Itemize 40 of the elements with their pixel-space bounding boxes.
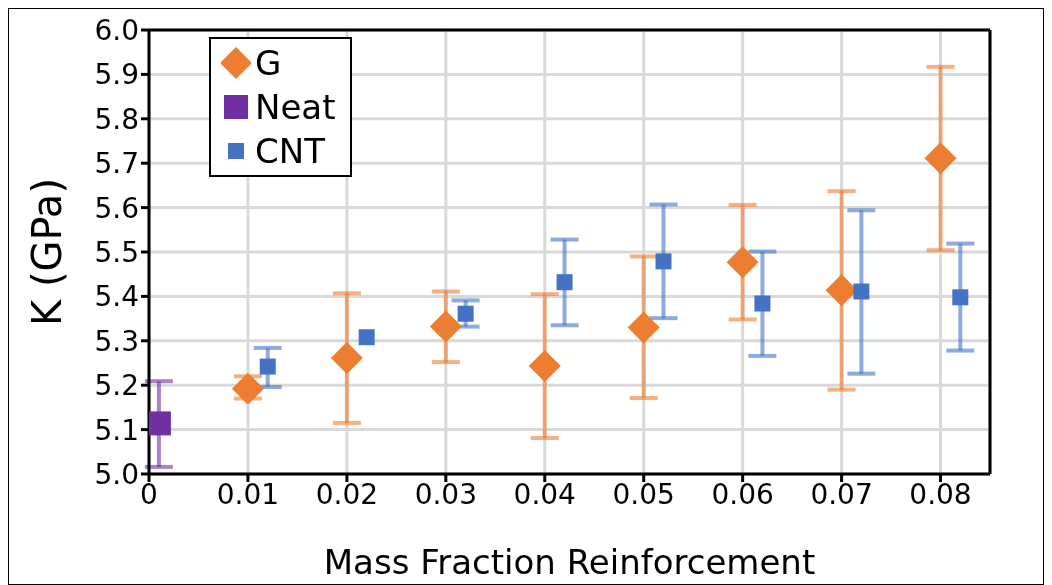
point [952,289,969,306]
y-tick-label: 5.4 [94,280,139,314]
point [528,350,561,383]
y-tick-label: 5.0 [94,457,139,491]
y-tick-label: 5.3 [94,324,139,358]
point [853,283,870,300]
point [457,305,474,322]
x-tick-label: 0.07 [810,477,873,511]
y-tick-label: 5.2 [94,369,139,403]
point [429,310,462,343]
x-tick-label: 0 [140,477,158,511]
y-tick-label: 5.7 [94,147,139,181]
x-tick-label: 0.08 [909,477,972,511]
point [655,253,672,270]
point [924,142,957,175]
point [754,295,771,312]
point [330,342,363,375]
x-tick-label: 0.03 [414,477,477,511]
y-tick-label: 6.0 [94,13,139,47]
x-tick-label: 0.05 [612,477,675,511]
legend-label: CNT [255,130,325,173]
y-axis-title: K (GPa) [24,178,71,326]
x-tick-label: 0.01 [216,477,280,511]
point [556,274,573,291]
x-tick-label: 0.06 [711,477,774,511]
y-tick-label: 5.6 [94,191,139,225]
y-tick-label: 5.8 [94,102,139,136]
y-tick-label: 5.5 [94,235,139,269]
point [726,246,759,279]
point [627,311,660,344]
point [149,411,171,436]
y-tick-label: 5.9 [94,58,139,92]
y-tick-label: 5.1 [94,413,139,447]
point [358,329,375,346]
legend-label: G [255,42,282,85]
x-tick-label: 0.04 [513,477,576,511]
legend-label: Neat [255,86,336,129]
x-axis-title: Mass Fraction Reinforcement [323,542,816,582]
point [259,358,276,375]
x-tick-label: 0.02 [315,477,379,511]
